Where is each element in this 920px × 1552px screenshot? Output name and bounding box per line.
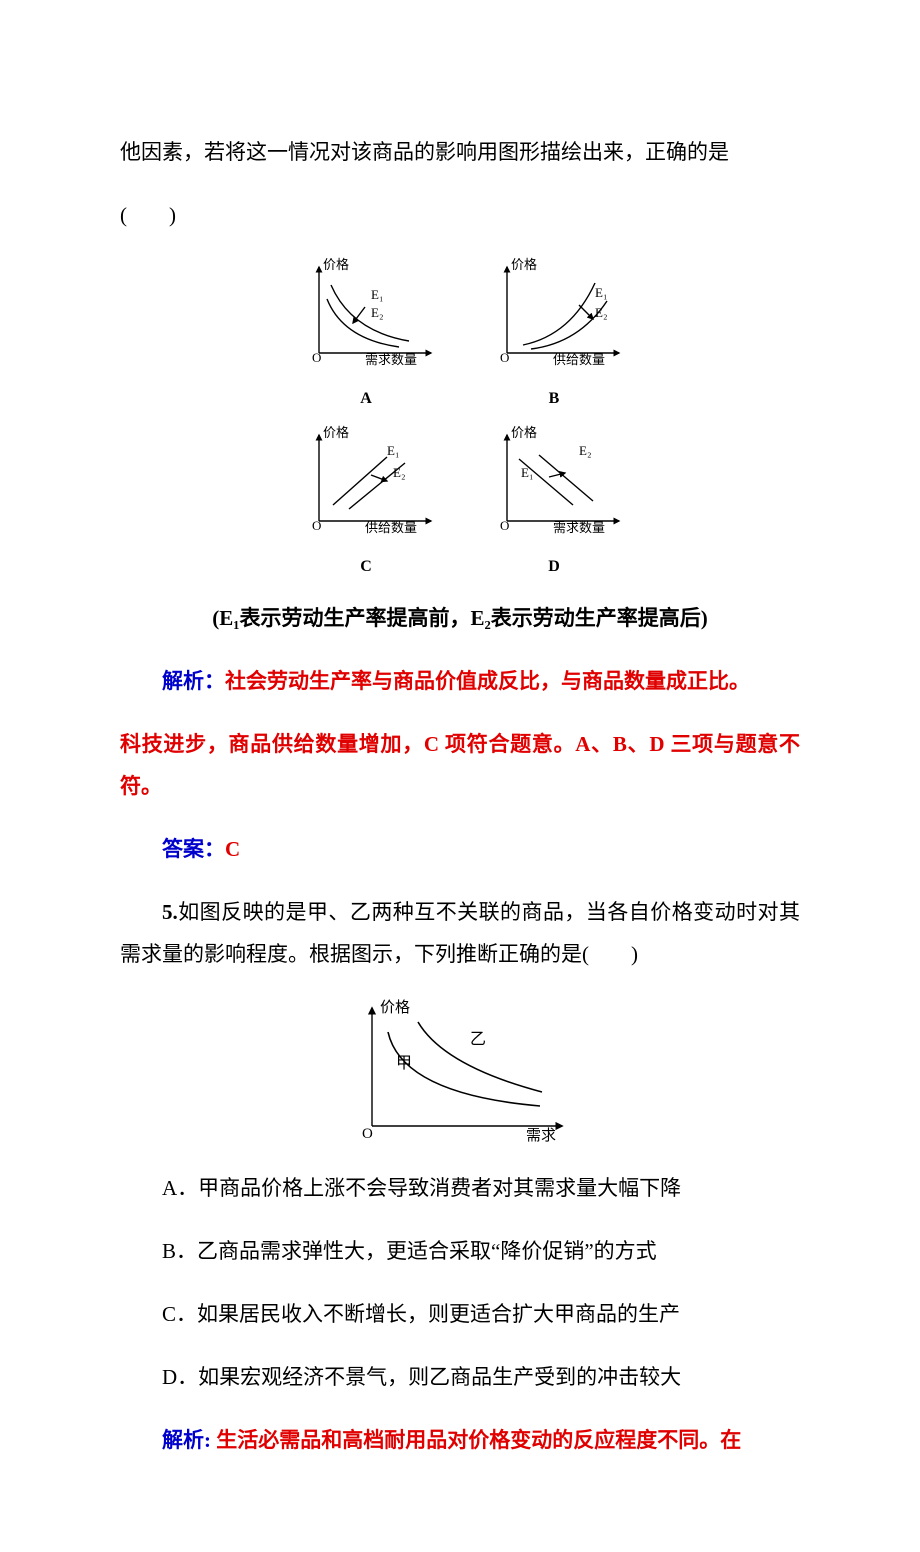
panel-b: O 价格 供给数量 E₁ E₂ B — [474, 257, 634, 415]
question4-continued: 他因素，若将这一情况对该商品的影响用图形描绘出来，正确的是 — [120, 131, 800, 173]
q5-analysis: 解析: 生活必需品和高档耐用品对价格变动的反应程度不同。在 — [120, 1419, 800, 1461]
e1-label: E₁ — [521, 465, 533, 480]
option-d: D．如果宏观经济不景气，则乙商品生产受到的冲击较大 — [120, 1356, 800, 1398]
e2-label: E₂ — [393, 465, 405, 480]
q4-analysis-1: 解析：社会劳动生产率与商品价值成反比，与商品数量成正比。 — [120, 660, 800, 702]
four-panel-charts: O 价格 需求数量 E₁ E₂ A — [120, 257, 800, 583]
q5-options: A．甲商品价格上涨不会导致消费者对其需求量大幅下降 B．乙商品需求弹性大，更适合… — [120, 1167, 800, 1398]
e-notation-note: (E₁表示劳动生产率提高前，E₂表示劳动生产率提高后) — [120, 597, 800, 639]
jiexi-label: 解析： — [162, 669, 225, 693]
y-axis-label: 价格 — [323, 257, 349, 272]
q5-origin: O — [362, 1126, 373, 1142]
origin-label: O — [312, 350, 321, 365]
origin-label: O — [312, 518, 321, 533]
q5-x-label: 需求 — [526, 1127, 556, 1144]
option-c: C．如果居民收入不断增长，则更适合扩大甲商品的生产 — [120, 1293, 800, 1335]
y-axis-label: 价格 — [511, 425, 537, 440]
e2-label: E₂ — [371, 305, 383, 320]
q5-jia-label: 甲 — [396, 1055, 412, 1072]
q5-chart: O 价格 需求 甲 乙 — [120, 996, 800, 1146]
e1-label: E₁ — [595, 285, 607, 300]
daan-value: C — [225, 837, 240, 861]
option-a: A．甲商品价格上涨不会导致消费者对其需求量大幅下降 — [120, 1167, 800, 1209]
q5-stem: 5.如图反映的是甲、乙两种互不关联的商品，当各自价格变动时对其需求量的影响程度。… — [120, 891, 800, 975]
q5-yi-label: 乙 — [470, 1031, 486, 1048]
option-b: B．乙商品需求弹性大，更适合采取“降价促销”的方式 — [120, 1230, 800, 1272]
e2-label: E₂ — [579, 443, 591, 458]
e1-label: E₁ — [371, 287, 383, 302]
jiexi5-label: 解析: — [162, 1428, 211, 1452]
y-axis-label: 价格 — [323, 425, 349, 440]
q5-text: 如图反映的是甲、乙两种互不关联的商品，当各自价格变动时对其需求量的影响程度。根据… — [120, 900, 800, 966]
e1-label: E₁ — [387, 443, 399, 458]
x-axis-label: 需求数量 — [365, 352, 417, 367]
q4-analysis-text-1: 社会劳动生产率与商品价值成反比，与商品数量成正比。 — [225, 669, 750, 693]
daan-label: 答案： — [162, 837, 225, 861]
q4-analysis-2: 科技进步，商品供给数量增加，C 项符合题意。A、B、D 三项与题意不符。 — [120, 723, 800, 807]
panel-c: O 价格 供给数量 E₁ E₂ C — [286, 425, 446, 583]
y-axis-label: 价格 — [511, 257, 537, 272]
q5-number: 5. — [162, 900, 178, 924]
x-axis-label: 供给数量 — [365, 520, 417, 535]
q5-analysis-text: 生活必需品和高档耐用品对价格变动的反应程度不同。在 — [216, 1428, 741, 1452]
panel-d-label: D — [474, 551, 634, 583]
q5-y-label: 价格 — [380, 999, 410, 1016]
panel-d: O 价格 需求数量 E₁ E₂ D — [474, 425, 634, 583]
x-axis-label: 供给数量 — [553, 352, 605, 367]
origin-label: O — [500, 518, 509, 533]
panel-a-label: A — [286, 383, 446, 415]
question4-blank: ( ) — [120, 194, 800, 236]
origin-label: O — [500, 350, 509, 365]
q4-answer: 答案：C — [120, 828, 800, 870]
panel-b-label: B — [474, 383, 634, 415]
e2-label: E₂ — [595, 305, 607, 320]
panel-c-label: C — [286, 551, 446, 583]
panel-a: O 价格 需求数量 E₁ E₂ A — [286, 257, 446, 415]
x-axis-label: 需求数量 — [553, 520, 605, 535]
